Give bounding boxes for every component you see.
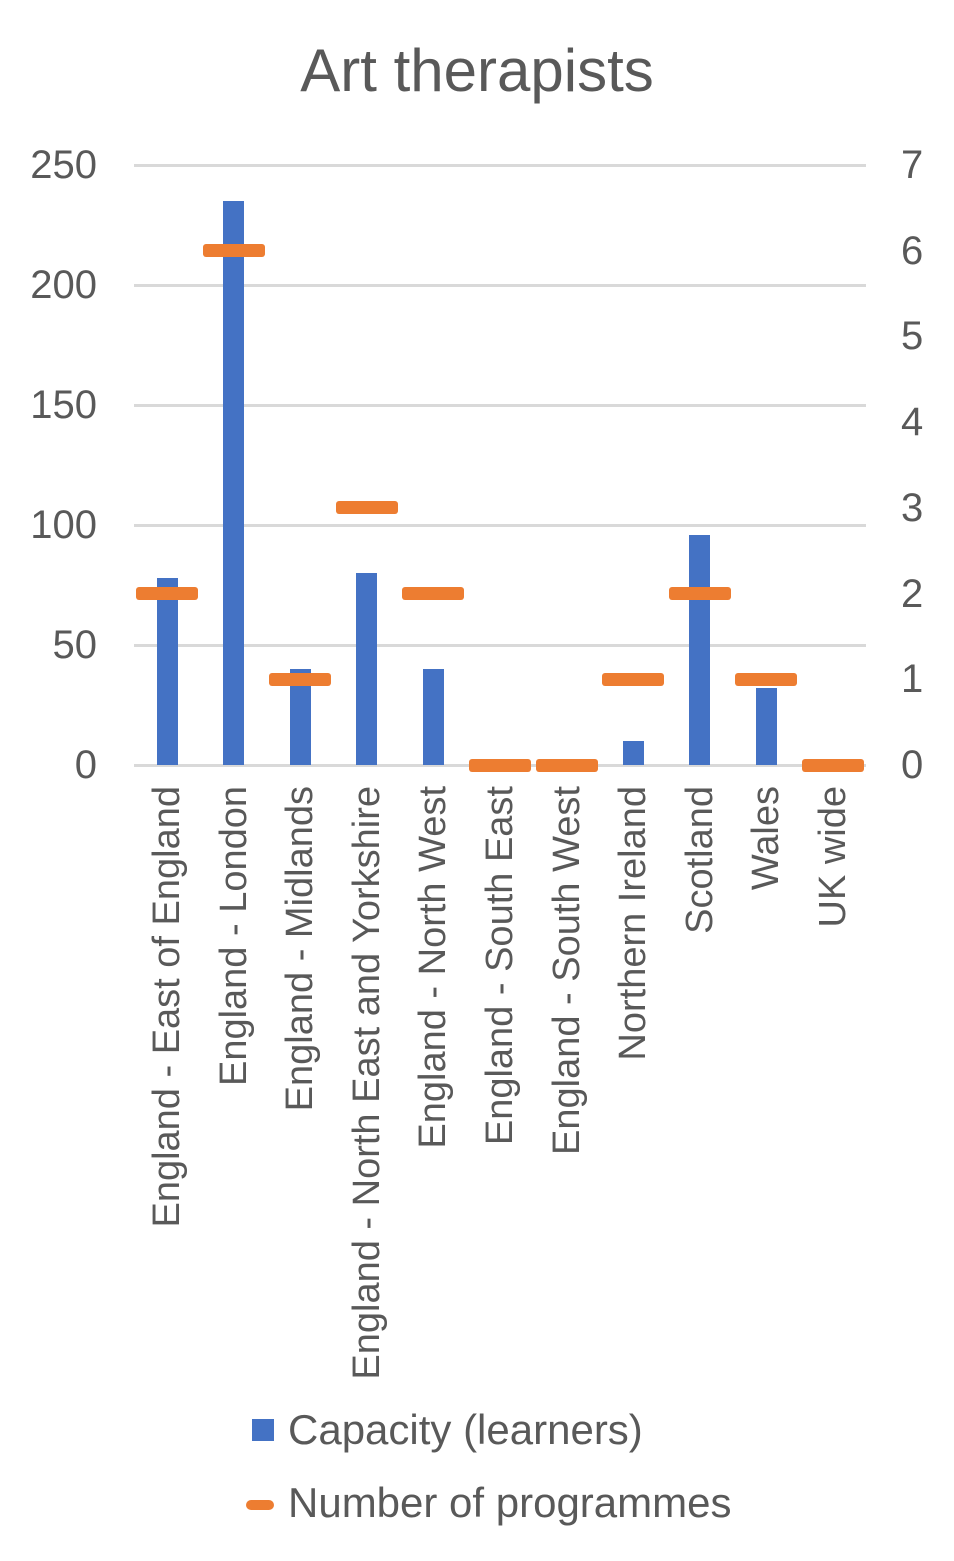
category-label: England - North West	[412, 786, 455, 1149]
category-label: Scotland	[678, 786, 721, 934]
left-axis-tick-label: 250	[30, 143, 97, 187]
left-axis-tick-label: 100	[30, 503, 97, 547]
gridline	[134, 283, 866, 287]
programmes-dash	[735, 672, 798, 686]
category-label: England - South East	[479, 786, 521, 1146]
right-axis-tick-label: 0	[901, 743, 924, 787]
gridline	[134, 523, 866, 527]
right-axis-tick-label: 7	[901, 143, 924, 187]
chart-title: Art therapists	[300, 37, 654, 104]
capacity-bar	[689, 534, 711, 765]
category-label: England - East of England	[146, 786, 189, 1228]
category-label: England - Midlands	[279, 786, 322, 1112]
capacity-bar	[223, 201, 245, 765]
capacity-bar	[356, 573, 378, 765]
programmes-dash	[801, 758, 864, 772]
programmes-dash	[668, 587, 731, 601]
capacity-bar	[422, 669, 444, 765]
right-axis-tick-label: 6	[901, 228, 924, 273]
programmes-dash	[469, 758, 531, 772]
gridline	[134, 403, 866, 407]
programmes-dash	[136, 587, 199, 601]
category-label: Northern Ireland	[612, 786, 655, 1061]
programmes-legend-swatch	[246, 1500, 274, 1510]
left-axis-tick-label: 200	[30, 263, 97, 307]
capacity-bar	[289, 669, 311, 765]
right-axis-tick-label: 5	[901, 314, 924, 359]
left-axis-tick-label: 50	[52, 623, 98, 667]
legend-label-programmes: Number of programmes	[288, 1479, 732, 1526]
category-label: UK wide	[811, 786, 854, 928]
programmes-dash	[335, 501, 398, 515]
programmes-dash	[402, 587, 465, 601]
capacity-legend-swatch	[252, 1419, 274, 1441]
programmes-dash	[269, 672, 332, 686]
gridline	[134, 163, 866, 167]
gridline	[134, 643, 866, 647]
category-label: England - North East and Yorkshire	[345, 786, 388, 1380]
legend-label-capacity: Capacity (learners)	[288, 1406, 643, 1453]
programmes-dash	[535, 758, 598, 772]
programmes-dash	[202, 244, 265, 258]
right-axis-tick-label: 2	[901, 571, 924, 616]
category-label: England - South West	[545, 786, 588, 1155]
capacity-bar	[156, 577, 178, 765]
right-axis-tick-label: 3	[901, 485, 924, 530]
programmes-dash	[602, 672, 665, 686]
capacity-bar	[622, 741, 644, 765]
right-axis-tick-label: 1	[901, 657, 924, 702]
capacity-bar	[755, 688, 777, 765]
category-label: Wales	[745, 786, 788, 891]
category-label: England - London	[212, 786, 255, 1087]
right-axis-tick-label: 4	[901, 400, 924, 445]
left-axis-tick-label: 150	[30, 383, 97, 427]
left-axis-tick-label: 0	[74, 743, 97, 787]
